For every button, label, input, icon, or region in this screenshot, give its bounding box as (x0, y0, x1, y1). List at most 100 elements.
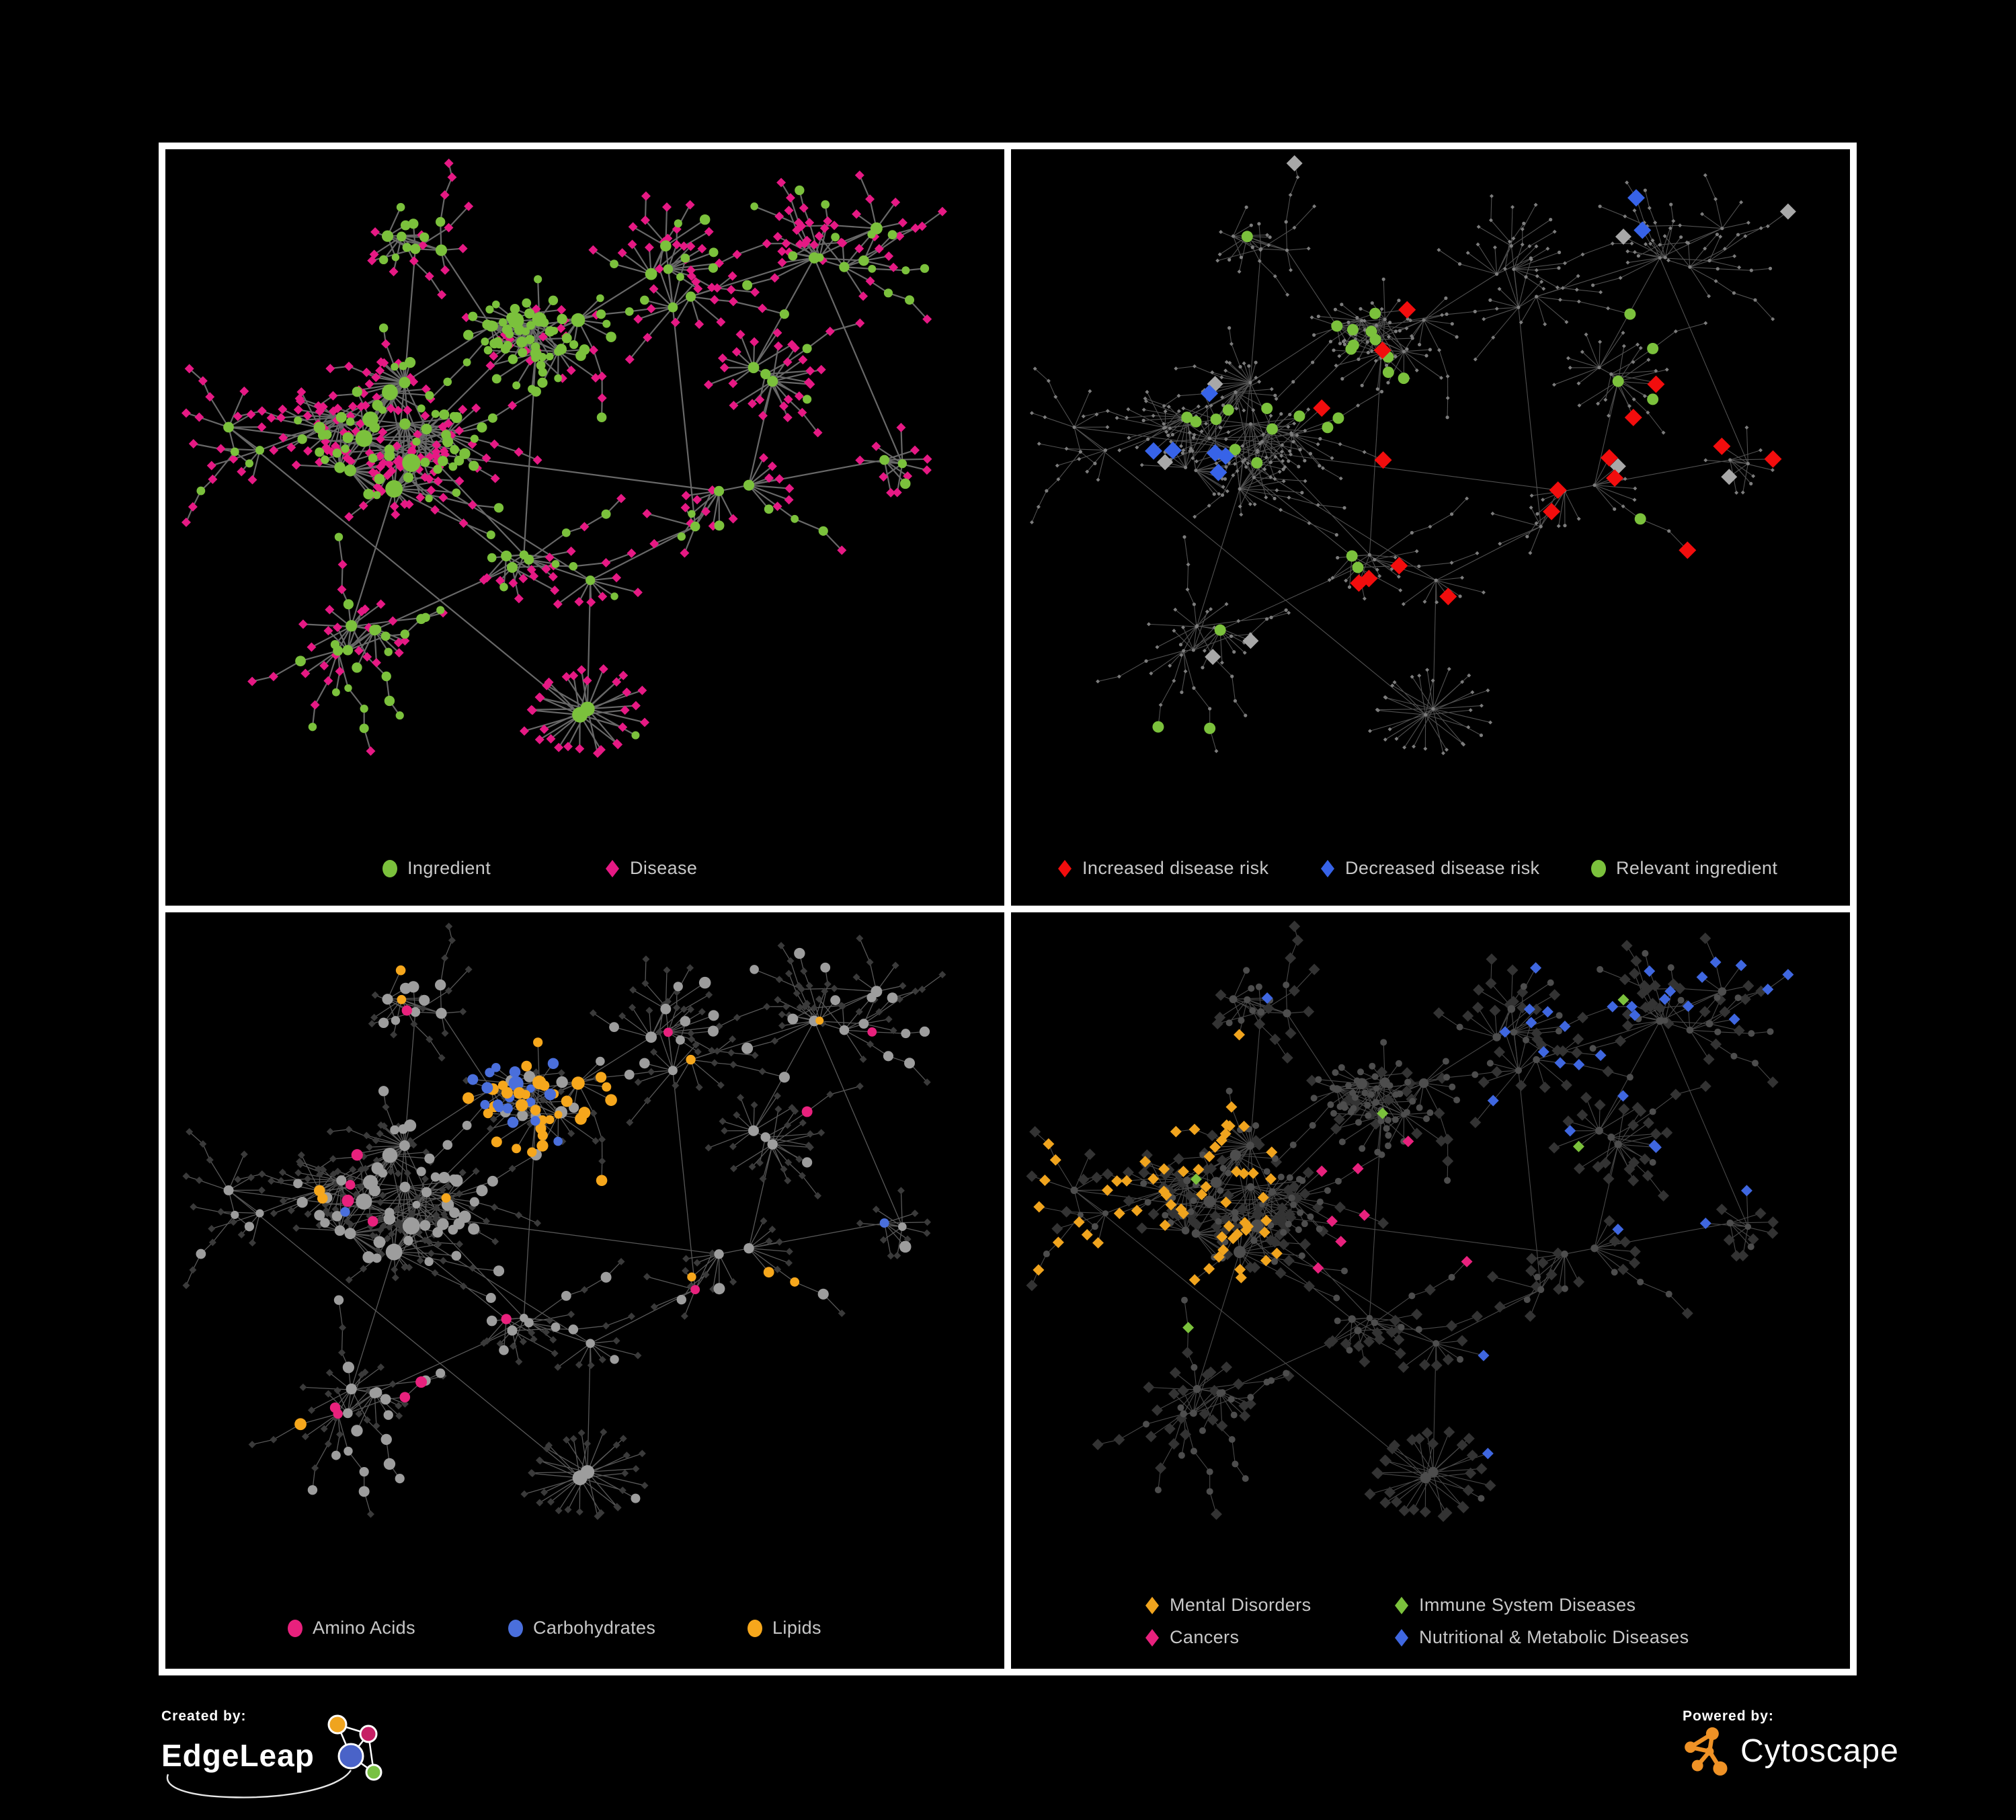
network-node (410, 1006, 421, 1017)
network-node (627, 239, 637, 249)
network-node (333, 623, 342, 633)
network-node (1266, 243, 1271, 247)
network-edge (1294, 206, 1315, 228)
network-edge (283, 1190, 320, 1201)
network-edge (1250, 1012, 1262, 1146)
network-edge (1235, 1152, 1272, 1156)
network-node (361, 1368, 369, 1376)
network-node (660, 240, 672, 252)
network-node (1145, 389, 1150, 394)
network-edge (1618, 369, 1667, 382)
network-node (919, 1026, 930, 1037)
network-node (643, 1273, 651, 1281)
network-node (318, 401, 328, 411)
network-node (424, 474, 434, 484)
network-node (414, 464, 424, 474)
network-node (1421, 1427, 1433, 1439)
network-edge (1425, 1477, 1463, 1507)
network-node (1386, 381, 1390, 385)
network-edge (1564, 253, 1583, 264)
network-edge (1185, 450, 1191, 468)
network-node (821, 200, 830, 209)
network-node (598, 592, 608, 602)
network-node (538, 368, 547, 377)
network-node (1422, 600, 1427, 604)
network-node (1285, 952, 1297, 964)
network-edge (1031, 506, 1039, 523)
network-node (463, 329, 474, 340)
network-node (508, 1164, 516, 1173)
network-edge (1209, 494, 1223, 506)
network-node (797, 985, 805, 993)
network-edge (1183, 1388, 1198, 1415)
network-node (1658, 255, 1662, 260)
network-node (681, 491, 691, 501)
network-node (368, 1232, 376, 1240)
network-edge (1374, 532, 1412, 560)
network-node (698, 976, 711, 989)
network-node (686, 271, 696, 281)
network-node (380, 339, 391, 349)
network-edge (1705, 1222, 1748, 1228)
network-edge (672, 276, 682, 308)
network-edge (1564, 1248, 1595, 1255)
network-edge (1215, 382, 1251, 420)
network-node (234, 1175, 242, 1183)
network-edge (1518, 1039, 1527, 1071)
network-node (801, 1002, 809, 1011)
network-edge (1240, 488, 1289, 498)
network-edge (1234, 452, 1258, 465)
network-node (1287, 459, 1291, 463)
network-node (728, 296, 738, 307)
network-edge (1074, 426, 1565, 491)
network-edge (1412, 1439, 1434, 1472)
network-node (525, 356, 535, 366)
network-edge (1617, 1144, 1634, 1181)
network-node (320, 1218, 330, 1228)
network-node (324, 1440, 332, 1448)
network-node (1168, 1438, 1180, 1450)
network-node (1633, 486, 1638, 491)
network-edge (1394, 682, 1426, 715)
network-node (707, 282, 717, 292)
network-node (575, 1508, 583, 1516)
network-edge (668, 251, 714, 270)
network-edge (1579, 1144, 1619, 1169)
network-node (384, 450, 395, 461)
network-edge (1730, 459, 1754, 477)
network-edge (1233, 998, 1287, 1014)
network-edge (1240, 1251, 1289, 1261)
network-edge (1418, 1325, 1452, 1330)
network-node (818, 526, 828, 536)
network-edge (1510, 982, 1551, 1010)
network-node (1623, 477, 1627, 481)
network-edge (1180, 1388, 1198, 1409)
network-node (597, 371, 607, 381)
network-edge (801, 1175, 819, 1196)
network-edge (1617, 346, 1625, 382)
network-edge (405, 416, 457, 425)
network-node (755, 395, 765, 405)
network-node (320, 1425, 328, 1433)
network-node (866, 958, 874, 966)
network-node (381, 230, 394, 242)
network-node (1456, 1439, 1468, 1451)
network-node (409, 256, 419, 266)
network-node (346, 620, 358, 632)
network-node (1373, 557, 1377, 561)
network-node (602, 1322, 610, 1330)
network-node (1428, 524, 1433, 529)
network-node (887, 992, 898, 1003)
network-node (854, 170, 864, 180)
network-edge (1513, 245, 1537, 270)
network-edge (691, 1039, 713, 1052)
network-node (483, 1337, 491, 1345)
network-edge (300, 649, 338, 662)
network-edge (281, 1178, 308, 1181)
network-node (1302, 1166, 1314, 1179)
network-node (467, 439, 477, 449)
network-edge (1617, 1109, 1625, 1145)
network-node (491, 1063, 501, 1072)
network-edge (1170, 438, 1210, 442)
network-node (458, 1169, 467, 1177)
